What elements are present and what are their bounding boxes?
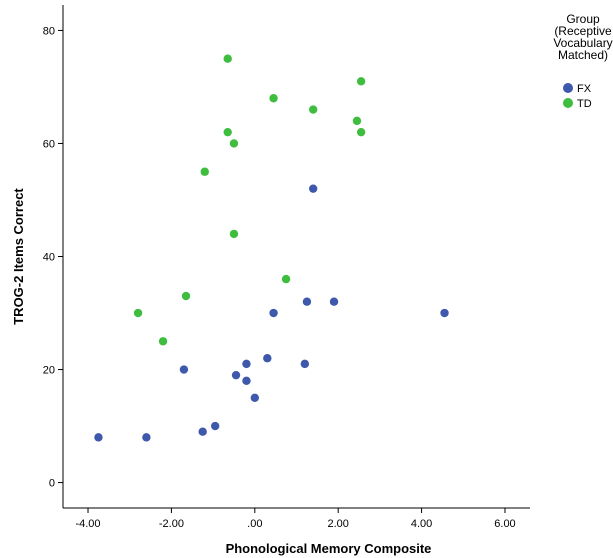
data-point-td	[269, 94, 278, 103]
data-point-fx	[329, 297, 339, 306]
data-point-fx	[269, 308, 278, 318]
y-tick-label: 80	[43, 25, 55, 37]
data-point-td	[356, 127, 366, 137]
legend-label-fx: FX	[577, 83, 592, 95]
data-point-td	[181, 291, 191, 301]
x-tick-label: -4.00	[75, 518, 100, 530]
legend-marker-td	[563, 98, 573, 108]
data-point-fx	[198, 427, 207, 436]
y-tick-label: 20	[43, 365, 55, 377]
data-point-fx	[308, 184, 318, 193]
x-tick-label: -2.00	[159, 518, 184, 530]
data-point-td	[158, 337, 168, 346]
data-point-td	[133, 308, 143, 318]
y-tick-label: 40	[43, 252, 55, 264]
legend-title-line: Matched)	[558, 48, 608, 62]
legend-title-line: Vocabulary	[553, 36, 612, 50]
data-point-td	[200, 167, 209, 176]
data-point-fx	[179, 365, 189, 374]
y-tick-label: 0	[49, 478, 55, 490]
data-point-fx	[250, 393, 260, 402]
data-point-fx	[242, 376, 251, 386]
x-axis-title: Phonological Memory Composite	[226, 541, 432, 556]
data-point-fx	[300, 359, 310, 369]
data-point-td	[308, 105, 318, 114]
legend-label-td: TD	[577, 98, 592, 110]
data-point-fx	[440, 308, 449, 318]
y-axis-title: TROG-2 Items Correct	[11, 188, 26, 325]
data-point-td	[223, 127, 232, 137]
data-point-fx	[263, 354, 272, 363]
data-point-fx	[302, 297, 312, 306]
data-point-td	[229, 139, 239, 148]
data-point-fx	[142, 433, 151, 442]
x-tick-label: 6.00	[494, 518, 515, 530]
data-point-td	[229, 229, 239, 239]
x-tick-label: 4.00	[411, 518, 432, 530]
data-point-fx	[231, 370, 241, 380]
legend-marker-fx	[563, 83, 573, 93]
data-points	[94, 54, 449, 442]
data-point-td	[281, 274, 291, 284]
data-point-td	[356, 77, 366, 86]
x-tick-label: .00	[247, 518, 262, 530]
y-tick-label: 60	[43, 138, 55, 150]
data-point-td	[352, 116, 362, 126]
series-td	[133, 54, 366, 346]
x-tick-label: 2.00	[327, 518, 348, 530]
data-point-fx	[242, 359, 251, 369]
series-fx	[94, 184, 449, 442]
data-point-fx	[210, 421, 220, 431]
data-point-td	[223, 54, 232, 63]
axes: -4.00 -2.00 .00 2.00 4.00 6.00 0 20 40 60 80 Phonol…	[11, 5, 530, 556]
legend-title-line: (Receptive	[554, 24, 612, 38]
data-point-fx	[94, 433, 103, 442]
legend-title-line: Group	[566, 12, 600, 26]
